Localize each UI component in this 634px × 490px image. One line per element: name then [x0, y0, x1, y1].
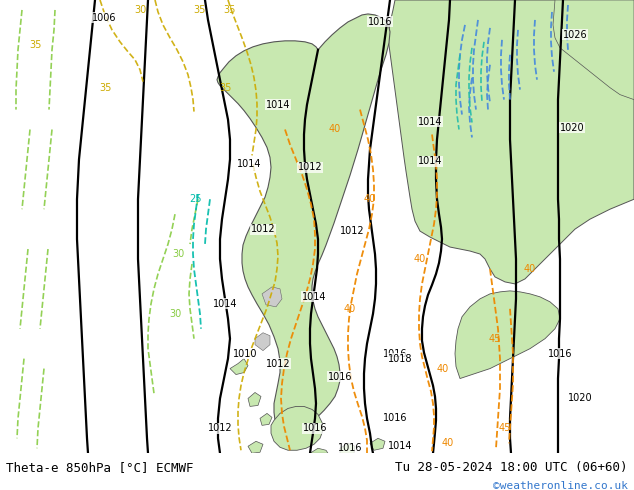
Text: 35: 35: [224, 5, 236, 15]
Polygon shape: [248, 441, 263, 453]
Text: 1016: 1016: [338, 443, 362, 453]
Text: 1016: 1016: [368, 17, 392, 27]
Polygon shape: [310, 448, 328, 453]
Text: 30: 30: [172, 249, 184, 259]
Text: 1016: 1016: [383, 414, 407, 423]
Text: 45: 45: [489, 334, 501, 343]
Text: 40: 40: [437, 364, 449, 373]
Polygon shape: [230, 359, 248, 374]
Text: 1018: 1018: [388, 354, 412, 364]
Text: 35: 35: [194, 5, 206, 15]
Text: 1020: 1020: [560, 122, 585, 132]
Text: 1012: 1012: [298, 162, 322, 172]
Text: 1016: 1016: [383, 348, 407, 359]
Text: 1026: 1026: [563, 30, 587, 40]
Polygon shape: [455, 291, 560, 379]
Text: 1012: 1012: [250, 224, 275, 234]
Polygon shape: [388, 0, 634, 284]
Text: 1016: 1016: [303, 423, 327, 433]
Text: 40: 40: [524, 264, 536, 274]
Text: 1014: 1014: [302, 292, 327, 302]
Text: 25: 25: [189, 194, 201, 204]
Polygon shape: [553, 0, 634, 99]
Text: 40: 40: [344, 304, 356, 314]
Text: 30: 30: [134, 5, 146, 15]
Polygon shape: [217, 14, 390, 431]
Text: 1010: 1010: [233, 348, 257, 359]
Polygon shape: [370, 439, 385, 450]
Text: 35: 35: [99, 83, 111, 93]
Polygon shape: [271, 406, 323, 450]
Polygon shape: [340, 443, 355, 453]
Text: 1012: 1012: [266, 359, 290, 368]
Text: 1014: 1014: [236, 159, 261, 170]
Text: 35: 35: [29, 40, 41, 50]
Text: 1020: 1020: [567, 393, 592, 403]
Text: 40: 40: [329, 124, 341, 134]
Text: 40: 40: [414, 254, 426, 264]
Text: 1012: 1012: [208, 423, 232, 433]
Text: 1014: 1014: [266, 99, 290, 110]
Text: 1012: 1012: [340, 226, 365, 236]
Text: 1014: 1014: [418, 117, 443, 126]
Text: 35: 35: [219, 83, 231, 93]
Polygon shape: [248, 392, 261, 406]
Text: 1016: 1016: [548, 348, 573, 359]
Text: ©weatheronline.co.uk: ©weatheronline.co.uk: [493, 481, 628, 490]
Text: 1016: 1016: [328, 371, 353, 382]
Polygon shape: [282, 433, 295, 445]
Text: 1006: 1006: [92, 13, 116, 23]
Text: 1014: 1014: [213, 299, 237, 309]
Text: 30: 30: [169, 309, 181, 319]
Polygon shape: [262, 287, 282, 307]
Polygon shape: [255, 333, 270, 351]
Text: 40: 40: [364, 194, 376, 204]
Text: Theta-e 850hPa [°C] ECMWF: Theta-e 850hPa [°C] ECMWF: [6, 461, 194, 474]
Text: 1014: 1014: [418, 156, 443, 167]
Text: 40: 40: [442, 438, 454, 448]
Text: 1014: 1014: [388, 441, 412, 451]
Text: Tu 28-05-2024 18:00 UTC (06+60): Tu 28-05-2024 18:00 UTC (06+60): [395, 461, 628, 474]
Polygon shape: [260, 414, 272, 425]
Text: 45: 45: [499, 423, 511, 433]
